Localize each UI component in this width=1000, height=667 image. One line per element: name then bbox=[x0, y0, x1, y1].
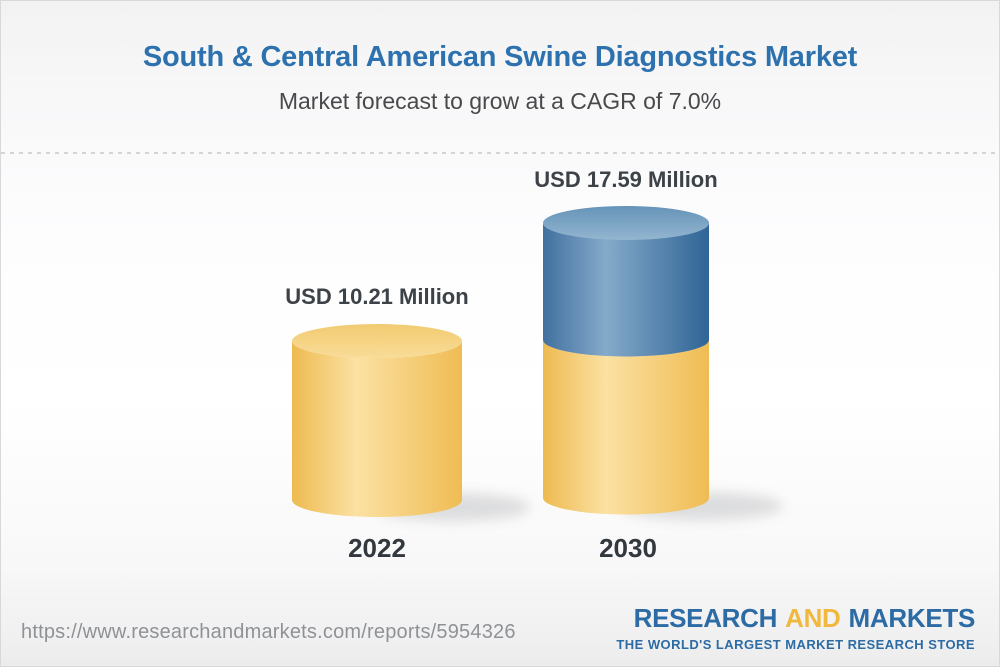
bar-2022-cylinder bbox=[292, 324, 462, 517]
report-url: https://www.researchandmarkets.com/repor… bbox=[21, 621, 516, 643]
logo-word-markets: MARKETS bbox=[848, 603, 976, 633]
research-and-markets-logo: RESEARCH AND MARKETS THE WORLD'S LARGEST… bbox=[616, 603, 975, 652]
axis-label-2030: 2030 bbox=[599, 533, 657, 563]
logo-word-and: AND bbox=[785, 603, 841, 633]
bar-2030-growth-cylinder bbox=[543, 206, 709, 357]
value-label-2022: USD 10.21 Million bbox=[285, 284, 469, 309]
page-title: South & Central American Swine Diagnosti… bbox=[142, 41, 858, 73]
logo-tagline: THE WORLD'S LARGEST MARKET RESEARCH STOR… bbox=[616, 637, 975, 652]
dotted-separator bbox=[1, 152, 999, 154]
logo-wordmark: RESEARCH AND MARKETS bbox=[616, 603, 976, 634]
value-label-2030: USD 17.59 Million bbox=[534, 167, 718, 192]
logo-word-research: RESEARCH bbox=[633, 603, 778, 633]
axis-label-2022: 2022 bbox=[348, 533, 406, 563]
page-subtitle: Market forecast to grow at a CAGR of 7.0… bbox=[278, 88, 722, 114]
